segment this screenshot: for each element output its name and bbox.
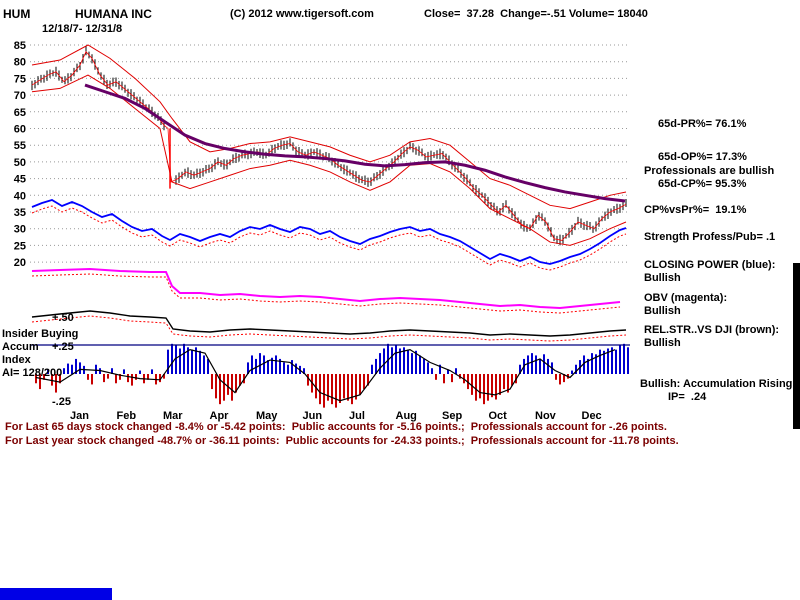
x-axis-month-label: Sep — [442, 410, 462, 422]
x-axis-month-label: Apr — [210, 410, 230, 422]
x-axis-month-label: Dec — [582, 410, 602, 422]
y-axis-tick-label: 70 — [14, 90, 26, 102]
ip-reading: IP= .24 — [668, 391, 707, 403]
y-axis-tick-label: 45 — [14, 174, 26, 186]
insider-buying-label: Insider Buying — [2, 328, 79, 340]
y-axis-tick-label: 55 — [14, 140, 26, 152]
y-axis-tick-label: 40 — [14, 190, 26, 202]
ai-minus25-label: -.25 — [52, 396, 71, 408]
copyright-text: (C) 2012 www.tigersoft.com — [230, 8, 374, 20]
rel-str-line — [31, 310, 627, 337]
closing-power-title: CLOSING POWER (blue): — [644, 259, 776, 271]
x-axis-month-label: Nov — [535, 410, 557, 422]
rel-str-state: Bullish — [644, 337, 681, 349]
ticker-symbol: HUM — [3, 7, 31, 21]
accum-state: Bullish: Accumulation Rising — [640, 378, 793, 390]
obv-state: Bullish — [644, 305, 681, 317]
ai-plus25-label: +.25 — [52, 341, 74, 353]
index-label: Index — [2, 354, 31, 366]
upper-band-line — [31, 44, 627, 210]
accum-index-line — [35, 348, 616, 402]
x-axis-month-label: Jan — [70, 410, 89, 422]
stock-chart-canvas: 85 80 75 70 65 60 55 50 45 40 35 30 25 20 Jan Feb Mar Apr… — [14, 40, 630, 422]
main-ma-line — [84, 83, 626, 203]
rel-str-title: REL.STR..VS DJI (brown): — [644, 324, 780, 336]
reading-strength: Strength Profess/Pub= .1 — [644, 231, 776, 243]
quote-line: Close= 37.28 Change=-.51 Volume= 18040 — [424, 8, 648, 20]
x-axis-month-label: Jun — [303, 410, 323, 422]
y-axis-tick-label: 25 — [14, 240, 26, 252]
closing-power-line — [31, 199, 627, 265]
y-axis-tick-label: 35 — [14, 207, 26, 219]
reading-65d-pr: 65d-PR%= 76.1% — [658, 118, 747, 130]
y-axis-tick-label: 30 — [14, 224, 26, 236]
company-name: HUMANA INC — [75, 7, 152, 21]
accum-label: Accum — [2, 341, 39, 353]
ai-plus50-label: +.50 — [52, 312, 74, 324]
reading-65d-op: 65d-OP%= 17.3% — [658, 151, 747, 163]
reading-cp-vs-pr: CP%vsPr%= 19.1% — [644, 204, 747, 216]
x-axis-month-label: Mar — [163, 410, 183, 422]
y-axis-tick-label: 80 — [14, 57, 26, 69]
x-axis-month-label: Jul — [349, 410, 365, 422]
x-axis-month-label: May — [256, 410, 278, 422]
closing-power-ref-line — [31, 205, 627, 271]
obv-line — [31, 267, 621, 310]
obv-title: OBV (magenta): — [644, 292, 728, 304]
red-ma-line — [31, 50, 627, 241]
y-axis-tick-label: 60 — [14, 124, 26, 136]
summary-line-65d: For Last 65 days stock changed -8.4% or … — [5, 421, 667, 433]
summary-line-year: For Last year stock changed -48.7% or -3… — [5, 435, 679, 447]
closing-power-state: Bullish — [644, 272, 681, 284]
obv-ref-line — [31, 273, 621, 314]
y-axis-tick-label: 65 — [14, 107, 26, 119]
x-axis-month-label: Feb — [117, 410, 137, 422]
rel-str-ref-line — [31, 315, 627, 342]
reading-65d-cp: 65d-CP%= 95.3% — [658, 178, 747, 190]
ai-ratio-label: AI= 128/200 — [2, 367, 63, 379]
reading-prof-bullish: Professionals are bullish — [644, 165, 775, 177]
y-axis-tick-label: 20 — [14, 257, 26, 269]
x-axis-month-label: Oct — [489, 410, 508, 422]
date-range: 12/18/7- 12/31/8 — [42, 23, 123, 35]
x-axis-month-label: Aug — [396, 410, 417, 422]
right-edge-black-bar — [793, 263, 800, 429]
y-axis-tick-label: 50 — [14, 157, 26, 169]
y-axis-tick-label: 85 — [14, 40, 26, 52]
bottom-blue-bar — [0, 588, 112, 600]
lower-band-line — [31, 74, 627, 246]
y-axis-tick-label: 75 — [14, 73, 26, 85]
